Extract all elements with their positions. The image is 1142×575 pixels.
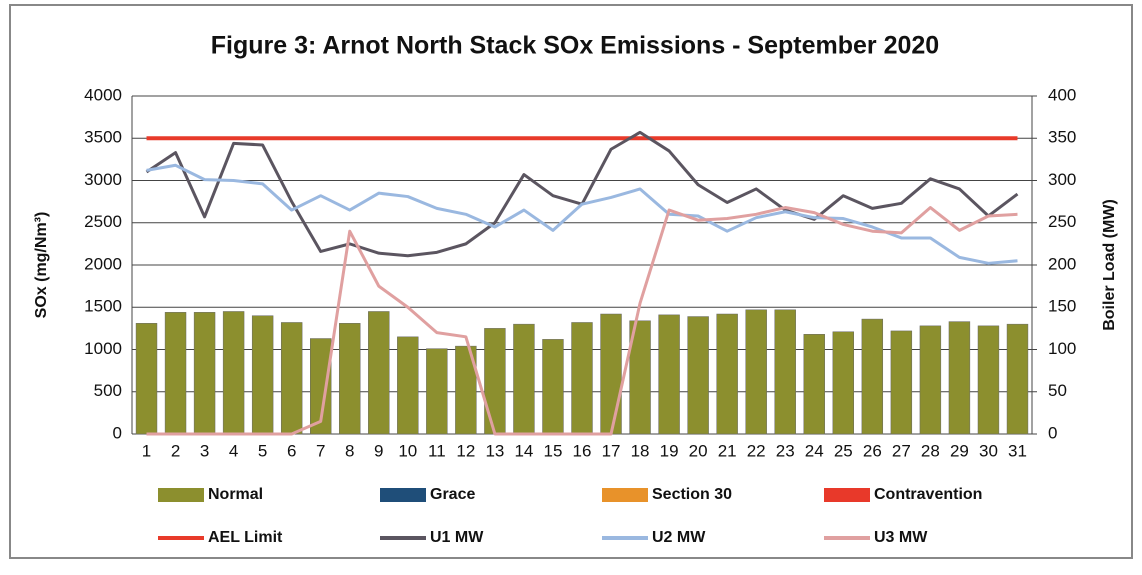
bar	[513, 323, 535, 435]
bar	[948, 321, 971, 435]
line-series	[146, 163, 1018, 265]
bar	[861, 318, 884, 435]
x-tick-label: 1	[142, 441, 151, 460]
chart-title: Figure 3: Arnot North Stack SOx Emission…	[211, 32, 939, 60]
bar	[193, 312, 216, 435]
legend-label: Grace	[430, 486, 475, 503]
x-tick-label: 26	[863, 441, 882, 460]
legend-swatch	[824, 488, 870, 502]
x-tick-label: 10	[398, 441, 417, 460]
bar	[310, 338, 332, 435]
x-tick-label: 20	[689, 441, 708, 460]
y2-tick-label: 0	[1048, 423, 1057, 442]
y2-tick-label: 200	[1048, 254, 1076, 273]
bar	[368, 311, 390, 435]
x-tick-label: 16	[573, 441, 592, 460]
x-tick-label: 9	[374, 441, 383, 460]
x-tick-label: 2	[171, 441, 180, 460]
legend-label: Contravention	[874, 486, 982, 503]
y-tick-label: 1500	[84, 297, 122, 316]
bar	[280, 322, 303, 435]
legend-label: Section 30	[652, 486, 732, 503]
legend-label: AEL Limit	[208, 529, 283, 546]
legend-swatch	[602, 488, 648, 502]
x-tick-label: 31	[1008, 441, 1027, 460]
x-tick-label: 14	[514, 441, 533, 460]
y2-tick-label: 50	[1048, 381, 1067, 400]
x-tick-label: 18	[631, 441, 650, 460]
y-axis-label: SOx (mg/Nm³)	[33, 212, 50, 319]
bar	[1006, 323, 1029, 435]
bar	[135, 323, 158, 435]
y-tick-label: 2000	[84, 254, 122, 273]
y2-tick-label: 100	[1048, 339, 1076, 358]
bar	[426, 348, 448, 435]
x-tick-label: 28	[921, 441, 940, 460]
x-tick-label: 13	[485, 441, 504, 460]
x-tick-label: 6	[287, 441, 296, 460]
bar	[658, 314, 680, 435]
x-tick-label: 11	[428, 441, 446, 460]
chart-frame	[9, 4, 1133, 559]
y-tick-label: 1000	[84, 339, 122, 358]
legend-label: U3 MW	[874, 529, 928, 546]
legend-label: Normal	[208, 486, 263, 503]
y2-tick-label: 250	[1048, 212, 1076, 231]
x-tick-label: 23	[776, 441, 795, 460]
x-tick-label: 4	[229, 441, 238, 460]
y2-tick-label: 400	[1048, 85, 1076, 104]
legend-swatch	[380, 488, 426, 502]
bar	[251, 315, 274, 435]
x-tick-label: 12	[456, 441, 475, 460]
y-tick-label: 3000	[84, 170, 122, 189]
y2-axis-label: Boiler Load (MW)	[1101, 199, 1118, 331]
bar	[164, 312, 187, 435]
x-tick-label: 8	[345, 441, 354, 460]
legend-label: U2 MW	[652, 529, 706, 546]
y2-tick-label: 150	[1048, 297, 1076, 316]
y-tick-label: 500	[94, 381, 122, 400]
x-tick-label: 17	[602, 441, 621, 460]
x-tick-label: 15	[544, 441, 563, 460]
x-tick-label: 5	[258, 441, 267, 460]
bar	[629, 320, 651, 435]
bar	[600, 313, 622, 435]
y-tick-label: 2500	[84, 212, 122, 231]
bar	[484, 328, 506, 435]
bar	[774, 309, 796, 435]
bar	[571, 322, 593, 435]
y2-tick-label: 300	[1048, 170, 1076, 189]
bar	[339, 323, 361, 435]
x-tick-label: 21	[718, 441, 737, 460]
x-tick-label: 25	[834, 441, 853, 460]
x-tick-label: 24	[805, 441, 824, 460]
x-tick-label: 29	[950, 441, 969, 460]
x-tick-label: 22	[747, 441, 766, 460]
x-tick-label: 27	[892, 441, 911, 460]
x-tick-label: 3	[200, 441, 209, 460]
bar	[222, 311, 245, 435]
bar	[745, 309, 767, 435]
bar	[919, 325, 942, 435]
y-tick-label: 4000	[84, 85, 122, 104]
y-tick-label: 3500	[84, 128, 122, 147]
legend-swatch	[158, 488, 204, 502]
y2-tick-label: 350	[1048, 128, 1076, 147]
bar	[716, 313, 738, 435]
bar	[455, 345, 477, 435]
x-tick-label: 30	[979, 441, 998, 460]
bar	[977, 325, 1000, 435]
bar	[542, 339, 564, 435]
bar	[803, 334, 825, 435]
bar	[397, 336, 419, 435]
bar	[890, 330, 913, 435]
bar	[687, 316, 709, 435]
line-series	[146, 206, 1018, 436]
bar	[832, 331, 854, 435]
y-tick-label: 0	[113, 423, 122, 442]
legend-label: U1 MW	[430, 529, 484, 546]
x-tick-label: 19	[660, 441, 679, 460]
x-tick-label: 7	[316, 441, 325, 460]
